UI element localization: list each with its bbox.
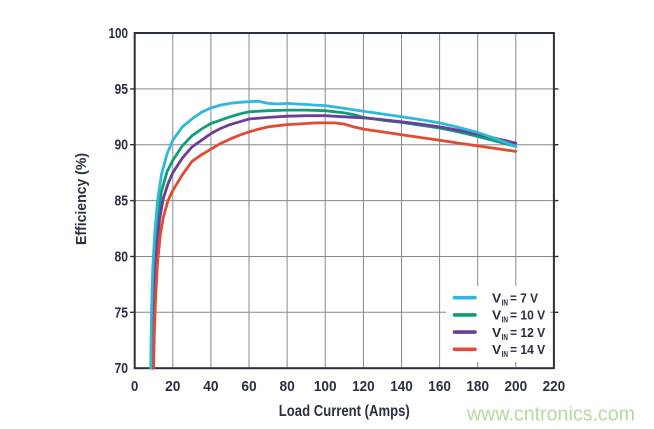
svg-text:120: 120 (352, 378, 375, 395)
svg-text:140: 140 (390, 378, 413, 395)
svg-text:85: 85 (115, 194, 129, 210)
svg-text:www.cntronics.com: www.cntronics.com (466, 404, 635, 426)
svg-text:90: 90 (115, 138, 129, 154)
svg-text:= 10 V: = 10 V (510, 308, 545, 323)
svg-text:Load Current (Amps): Load Current (Amps) (279, 403, 410, 420)
svg-text:70: 70 (115, 361, 129, 377)
svg-text:200: 200 (505, 378, 528, 395)
svg-text:100: 100 (109, 26, 129, 42)
svg-text:0: 0 (131, 378, 138, 395)
svg-text:60: 60 (241, 378, 256, 395)
svg-text:Efficiency (%): Efficiency (%) (73, 153, 90, 245)
svg-text:= 14 V: = 14 V (510, 342, 545, 357)
svg-text:V: V (492, 308, 502, 323)
svg-text:V: V (492, 325, 502, 340)
svg-text:IN: IN (502, 333, 509, 342)
svg-text:20: 20 (165, 378, 180, 395)
svg-text:160: 160 (428, 378, 451, 395)
svg-text:IN: IN (502, 298, 509, 307)
svg-text:180: 180 (466, 378, 489, 395)
svg-text:75: 75 (115, 305, 129, 321)
svg-text:IN: IN (502, 350, 509, 359)
svg-text:100: 100 (314, 378, 337, 395)
svg-text:80: 80 (115, 250, 129, 266)
svg-text:IN: IN (502, 316, 509, 325)
svg-text:95: 95 (115, 82, 129, 98)
svg-text:= 12 V: = 12 V (510, 325, 545, 340)
svg-text:80: 80 (279, 378, 294, 395)
svg-text:= 7 V: = 7 V (510, 291, 538, 306)
svg-text:V: V (492, 342, 502, 357)
svg-text:V: V (492, 291, 502, 306)
svg-text:40: 40 (203, 378, 218, 395)
svg-text:220: 220 (543, 378, 566, 395)
